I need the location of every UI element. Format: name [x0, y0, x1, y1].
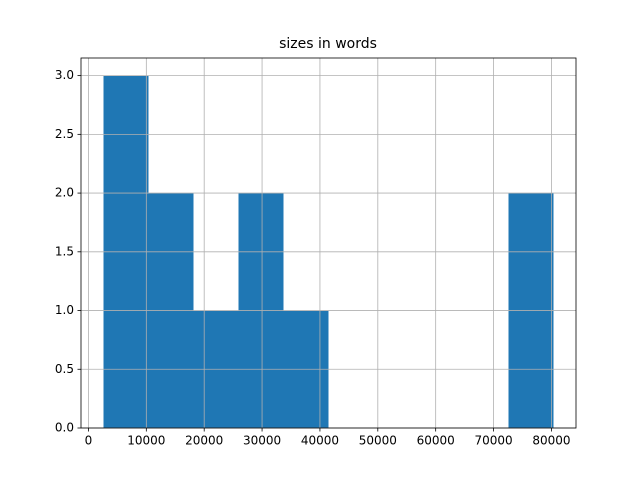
y-tick-label: 0.0 [55, 421, 74, 435]
x-tick-label: 40000 [301, 434, 339, 448]
y-tick-label: 2.0 [55, 186, 74, 200]
chart-title: sizes in words [279, 36, 377, 52]
y-tick-label: 1.5 [55, 244, 74, 258]
x-tick-label: 30000 [243, 434, 281, 448]
x-tick-label: 80000 [532, 434, 570, 448]
y-tick-label: 3.0 [55, 68, 74, 82]
x-tick-label: 70000 [474, 434, 512, 448]
y-tick-label: 1.0 [55, 303, 74, 317]
y-tick-label: 0.5 [55, 362, 74, 376]
x-tick-label: 10000 [127, 434, 165, 448]
x-tick-label: 0 [85, 434, 93, 448]
x-tick-label: 50000 [359, 434, 397, 448]
x-tick-label: 20000 [185, 434, 223, 448]
plot-frame [80, 57, 577, 429]
y-tick-label: 2.5 [55, 127, 74, 141]
x-tick-label: 60000 [417, 434, 455, 448]
